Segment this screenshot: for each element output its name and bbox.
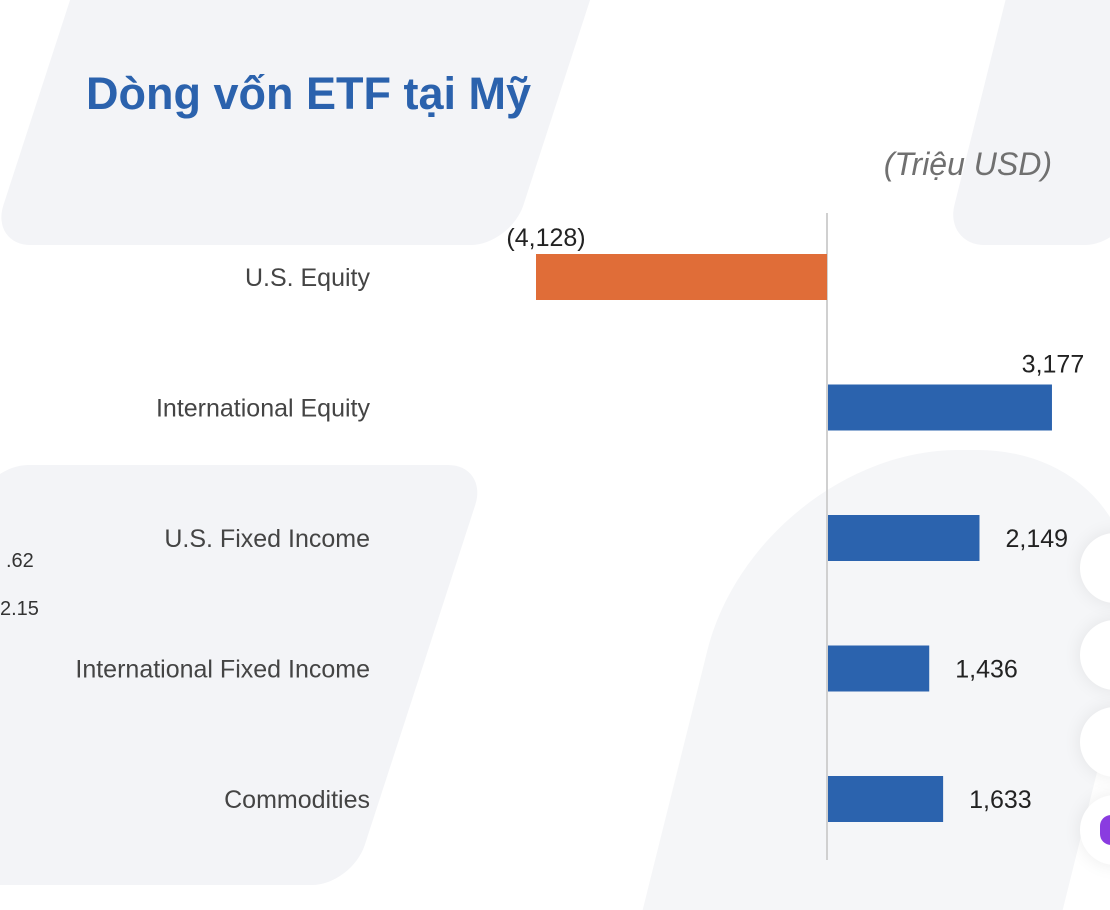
category-label: U.S. Fixed Income <box>164 525 370 553</box>
purple-bubble <box>1100 815 1110 845</box>
page-title: Dòng vốn ETF tại Mỹ <box>86 68 531 119</box>
bar <box>828 645 930 692</box>
unit-label: (Triệu USD) <box>883 146 1052 182</box>
bar <box>536 254 827 300</box>
data-label: 1,436 <box>955 656 1018 684</box>
bar <box>828 384 1052 431</box>
bar <box>828 515 980 561</box>
category-label: Commodities <box>224 786 370 814</box>
category-label: International Fixed Income <box>75 656 370 684</box>
stray-label: .62 <box>6 550 34 572</box>
data-label: 3,177 <box>1022 351 1085 379</box>
category-label: U.S. Equity <box>245 264 371 292</box>
bar <box>828 776 944 822</box>
data-label: 2,149 <box>1005 525 1068 553</box>
stray-label: 2.15 <box>0 598 39 620</box>
data-label: (4,128) <box>506 224 585 252</box>
data-label: 1,633 <box>969 786 1032 814</box>
category-label: International Equity <box>156 395 371 423</box>
etf-flow-chart: U.S. Equity (4,128) International Equity 3,… <box>75 213 1085 860</box>
